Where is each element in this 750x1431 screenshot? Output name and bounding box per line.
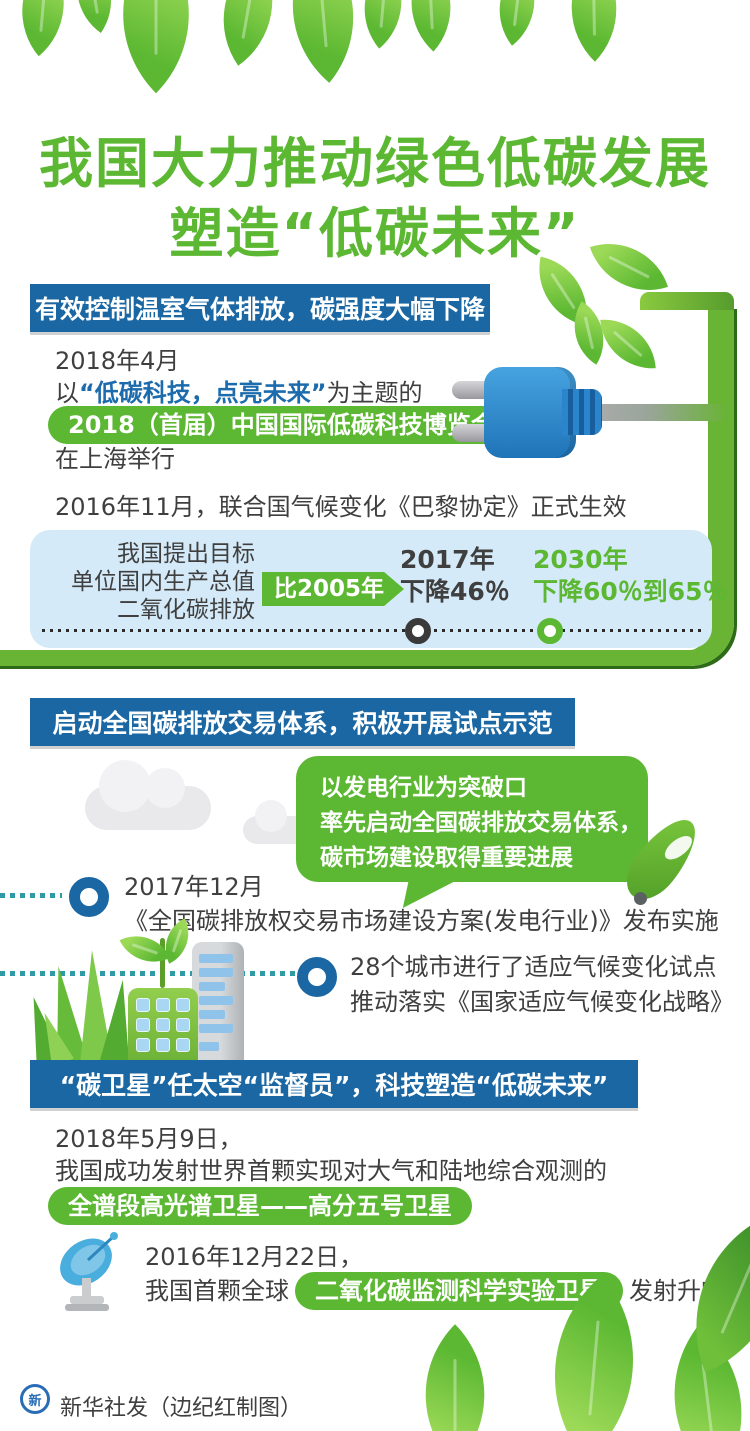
building-icon [128, 988, 198, 1062]
timeline-marker-2030 [537, 618, 563, 644]
window [199, 1024, 233, 1033]
window [199, 968, 233, 977]
teal-dotted-line [0, 971, 296, 976]
gf5-line2: 我国成功发射世界首颗实现对大气和陆地综合观测的 [55, 1157, 607, 1185]
pen-tip [634, 892, 647, 905]
cable-stem [640, 292, 734, 310]
bubble-line2: 率先启动全国碳排放交易体系， [320, 810, 642, 836]
bubble-line1: 以发电行业为突破口 [320, 775, 527, 801]
milestone-2030-year: 2030年 [533, 545, 628, 574]
leaf-icon [540, 0, 648, 62]
window [156, 998, 170, 1012]
window [136, 998, 150, 1012]
target-goal: 我国提出目标 单位国内生产总值 二氧化碳排放 [40, 540, 255, 624]
tansat-line: 我国首颗全球 二氧化碳监测科学实验卫星 发射升空 [145, 1272, 725, 1310]
item1-date: 2017年12月 [124, 873, 264, 901]
leaf-icon [55, 0, 133, 33]
timeline-dotted-line [42, 629, 702, 632]
plug-cord [594, 404, 728, 421]
green-cable [0, 306, 734, 666]
window [136, 1018, 150, 1032]
ribbon-edge [555, 690, 593, 738]
window [199, 1010, 225, 1019]
ribbon-edge [12, 706, 50, 754]
ribbon-edge [618, 1052, 656, 1100]
gf5-pill: 全谱段高光谱卫星——高分五号卫星 [48, 1187, 472, 1225]
item2-line2: 推动落实《国家适应气候变化战略》 [350, 988, 734, 1016]
plug-neck [562, 389, 602, 435]
bubble-tail [402, 878, 462, 908]
milestone-2030-value: 下降60％到65％ [533, 577, 728, 606]
milestone-2030: 2030年 下降60％到65％ [533, 544, 728, 608]
target-goal-line3: 二氧化碳排放 [117, 597, 255, 623]
window [156, 1038, 170, 1052]
window [199, 996, 233, 1005]
expo-theme-prefix: 以 [55, 379, 79, 407]
window [156, 1018, 170, 1032]
page-title-line2: 塑造“低碳未来” [169, 202, 581, 265]
xinhua-logo: 新 [20, 1384, 50, 1414]
page-title-line1: 我国大力推动绿色低碳发展 [39, 132, 711, 195]
timeline-bullet [297, 957, 337, 997]
milestone-2017-value: 下降46％ [400, 577, 510, 606]
expo-theme-highlight: “低碳科技，点亮未来” [79, 379, 327, 407]
section2-header: 启动全国碳排放交易体系，积极开展试点示范 [12, 690, 593, 754]
tansat-date: 2016年12月22日， [145, 1243, 364, 1271]
window [176, 1018, 190, 1032]
window [199, 1042, 219, 1051]
expo-pill: 2018（首届）中国国际低碳科技博览会 [48, 406, 515, 444]
milestone-2017: 2017年 下降46％ [400, 544, 510, 608]
section1-header: 有效控制温室气体排放，碳强度大幅下降 [12, 276, 508, 340]
expo-location: 在上海举行 [55, 445, 175, 473]
target-goal-line2: 单位国内生产总值 [71, 569, 255, 595]
satellite-dish-icon [50, 1230, 136, 1322]
target-goal-line1: 我国提出目标 [117, 541, 255, 567]
tansat-pill: 二氧化碳监测科学实验卫星 [295, 1272, 623, 1310]
leaf-icon [192, 0, 304, 66]
window [176, 998, 190, 1012]
leaf-icon [384, 1324, 526, 1431]
teal-dotted-line [0, 893, 62, 898]
speech-bubble: 以发电行业为突破口 率先启动全国碳排放交易体系， 碳市场建设取得重要进展 [296, 756, 648, 882]
plug-icon [484, 367, 576, 458]
expo-theme-line: 以“低碳科技，点亮未来”为主题的 [55, 378, 423, 408]
paris-text: 2016年11月，联合国气候变化《巴黎协定》正式生效 [55, 493, 627, 521]
section2-header-label: 启动全国碳排放交易体系，积极开展试点示范 [52, 709, 553, 738]
tansat-prefix: 我国首颗全球 [145, 1277, 289, 1305]
gf5-date: 2018年5月9日， [55, 1125, 243, 1153]
window [176, 1038, 190, 1052]
window [199, 954, 233, 963]
sprout-stem [160, 938, 165, 988]
window [199, 982, 225, 991]
cloud-icon [85, 760, 211, 830]
leaf-icon [0, 0, 93, 57]
window [136, 1038, 150, 1052]
section3-header-label: “碳卫星”任太空“监督员”，科技塑造“低碳未来” [59, 1071, 609, 1100]
item2-line1: 28个城市进行了适应气候变化试点 [350, 953, 717, 981]
bubble-line3: 碳市场建设取得重要进展 [320, 845, 573, 871]
expo-date: 2018年4月 [55, 347, 180, 375]
footer-credit: 新华社发（边纪红制图） [60, 1396, 303, 1421]
milestone-2017-year: 2017年 [400, 545, 495, 574]
timeline-bullet [69, 877, 109, 917]
leaf-icon [476, 0, 558, 46]
section1-header-label: 有效控制温室气体排放，碳强度大幅下降 [34, 295, 485, 324]
section3-header: “碳卫星”任太空“监督员”，科技塑造“低碳未来” [12, 1052, 656, 1116]
baseline-tag: 比2005年 [262, 572, 405, 606]
timeline-marker-2017 [405, 618, 431, 644]
building-icon [192, 942, 244, 1062]
item1-text: 《全国碳排放权交易市场建设方案(发电行业)》发布实施 [124, 907, 719, 935]
expo-theme-suffix: 为主题的 [326, 379, 423, 407]
ribbon-edge [12, 1068, 50, 1116]
